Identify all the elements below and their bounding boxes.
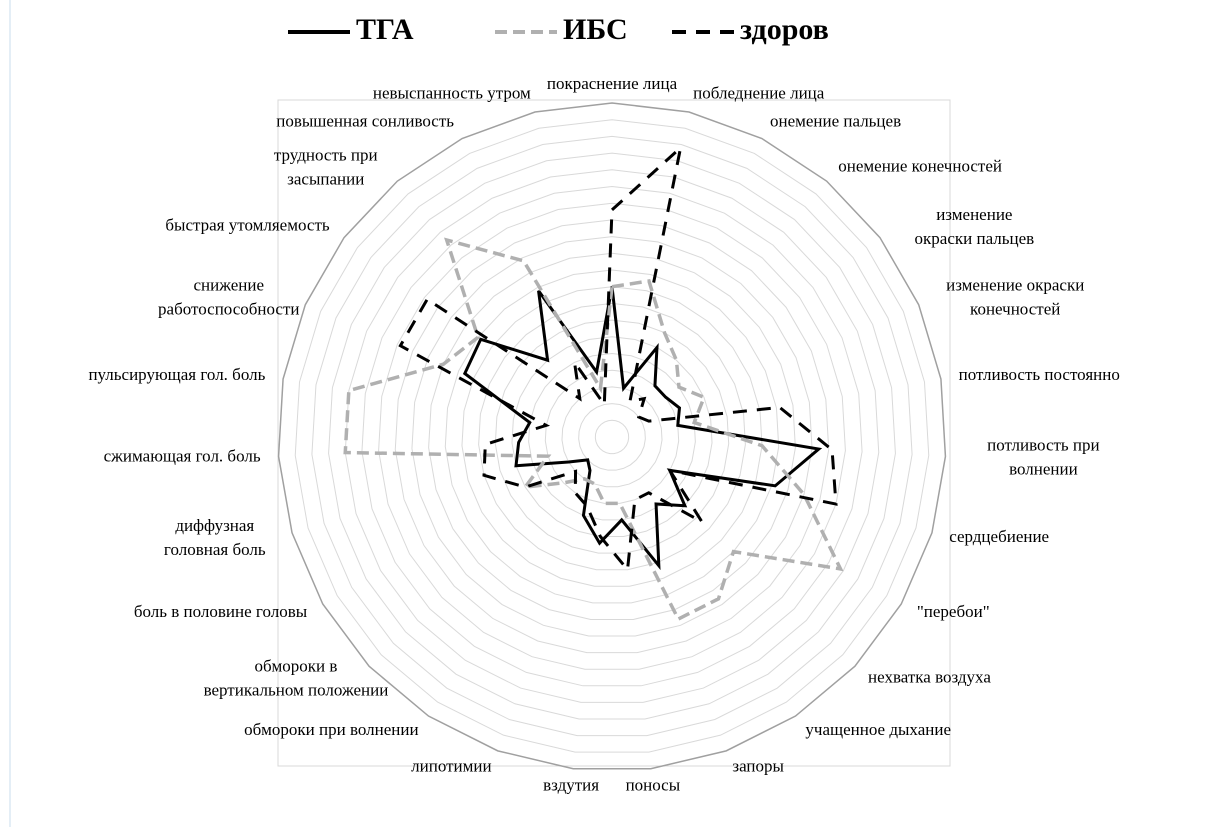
grid-ring — [561, 386, 663, 488]
grid-ring — [378, 202, 846, 670]
category-label: быстрая утомляемость — [165, 216, 330, 235]
grid-ring — [478, 302, 746, 571]
category-label: боль в половине головы — [134, 602, 308, 621]
category-label: повышенная сонливость — [276, 111, 454, 130]
category-label: вздутия — [543, 776, 599, 795]
legend-label: ИБС — [563, 13, 628, 46]
grid-ring — [328, 152, 896, 720]
category-label: онемение конечностей — [838, 156, 1002, 175]
category-label: потливость постоянно — [959, 365, 1120, 384]
category-label: побледнение лица — [693, 83, 825, 102]
category-label: нехватка воздуха — [868, 667, 991, 686]
category-label: учащенное дыхание — [805, 720, 951, 739]
category-label: "перебои" — [917, 602, 990, 621]
grid-ring — [494, 319, 730, 554]
grid-ring — [444, 269, 780, 604]
grid-ring — [344, 169, 880, 703]
category-label: невыспанность утром — [373, 83, 531, 102]
legend-label: ТГА — [356, 13, 414, 46]
grid-ring — [428, 252, 796, 620]
series-line — [462, 286, 823, 571]
grid-ring — [528, 352, 696, 521]
grid-ring — [394, 219, 830, 654]
grid-ring — [594, 419, 630, 455]
grid-ring — [461, 286, 763, 587]
grid-ring — [578, 403, 646, 471]
grid-ring — [277, 102, 947, 770]
category-label: липотимии — [411, 757, 491, 776]
grid-ring — [511, 336, 713, 538]
grid-ring — [361, 185, 863, 687]
category-label: сжимающая гол. боль — [104, 446, 261, 465]
category-label: диффузная головная боль — [164, 516, 266, 559]
category-label: изменение окраски пальцев — [915, 205, 1035, 248]
grid-ring — [311, 135, 913, 737]
plot-frame — [277, 99, 951, 767]
category-label: снижение работоспособности — [158, 275, 299, 318]
grid-ring — [411, 236, 813, 637]
grid-ring — [294, 119, 930, 753]
legend: ТГА ИБС здоров — [288, 13, 829, 46]
category-label: запоры — [732, 757, 784, 776]
series-line — [398, 143, 838, 574]
legend-label: здоров — [740, 13, 829, 46]
category-label: обмороки в вертикальном положении — [204, 656, 389, 699]
category-label: изменение окраски конечностей — [946, 275, 1084, 318]
category-label: покраснение лица — [547, 74, 678, 93]
series-line — [343, 237, 844, 622]
category-label: обмороки при волнении — [244, 720, 418, 739]
category-label: онемение пальцев — [770, 111, 901, 130]
category-label: потливость при волнении — [987, 435, 1099, 478]
category-label: пульсирующая гол. боль — [88, 365, 265, 384]
category-label: трудность при засыпании — [274, 145, 378, 188]
category-label: поносы — [626, 776, 681, 795]
category-label: сердцебиение — [949, 527, 1049, 546]
